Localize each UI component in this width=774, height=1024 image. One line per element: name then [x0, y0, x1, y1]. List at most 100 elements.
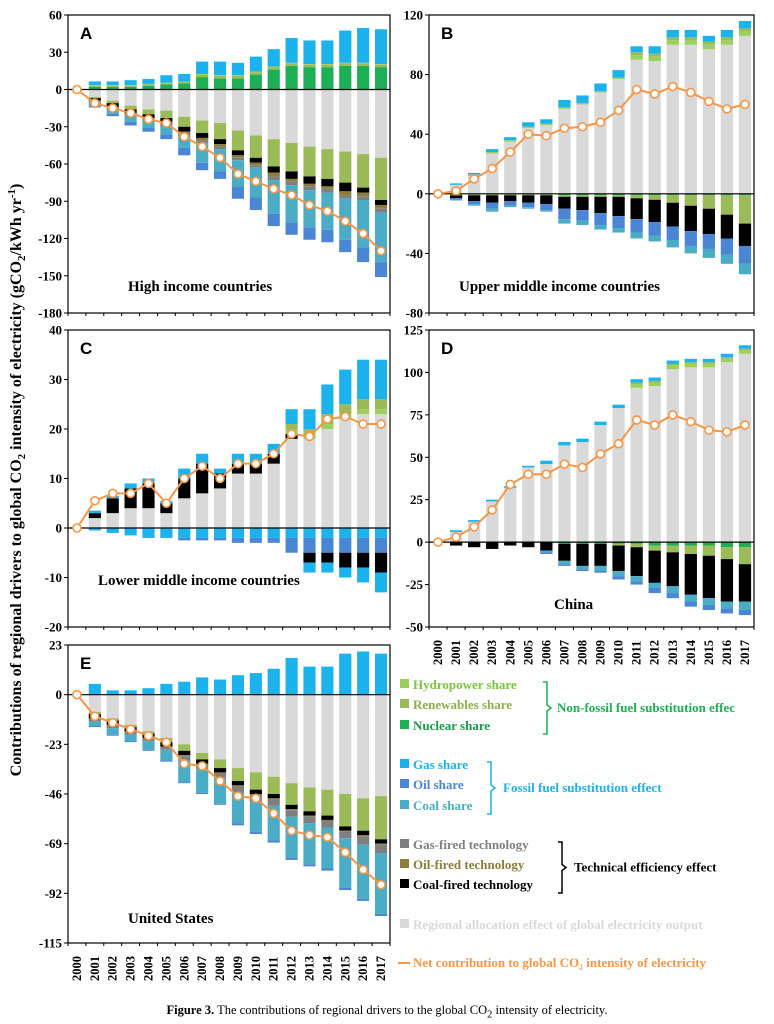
bar-oil_share-2011 [267, 213, 280, 227]
net-point-2017 [376, 246, 386, 256]
bar-hydro-2007 [196, 73, 209, 75]
y-tick-label: 20 [49, 422, 62, 437]
bar-gas_share-2010 [612, 70, 625, 78]
bar-gas_tech-2008 [213, 773, 227, 778]
x-tick-label: 2000 [70, 956, 84, 981]
bar-hydro-2005 [522, 126, 535, 129]
bar-coal_share-2007 [558, 219, 571, 224]
bar-hydro-2006 [178, 81, 191, 83]
bar-alloc_neg-2007 [196, 694, 209, 753]
bar-hydro-2015 [702, 44, 715, 50]
bar-renew_neg-2009 [231, 768, 245, 782]
bar-oil_tech-2017 [374, 204, 388, 209]
net-point-2015 [704, 425, 714, 435]
bar-oil_tech-2013 [303, 183, 316, 187]
bar-coal_share-2006 [540, 210, 553, 212]
bar-alloc_neg-2014 [321, 89, 334, 150]
bar-coal_tech-2010 [249, 463, 262, 474]
bar-gas_tech-2009 [231, 786, 245, 793]
net-point-2013 [667, 81, 678, 92]
x-tick-label: 2004 [142, 955, 156, 981]
bar-oil_share-2007 [558, 208, 571, 220]
bar-gas_share-2002 [468, 172, 481, 175]
net-point-2000 [72, 84, 82, 95]
bar-gas_share-2011 [630, 379, 643, 383]
bar-coal_tech-2003 [486, 195, 499, 203]
bar-gas_share-2001 [449, 530, 463, 532]
bar-coal_tech-2005 [160, 503, 173, 514]
caption-label: Figure 3. [166, 1003, 215, 1017]
bar-coal_tech_n-2017 [374, 552, 388, 573]
bar-renew-2004 [142, 84, 155, 86]
bar-oil_share-2003 [486, 202, 499, 209]
bar-oil_tech-2015 [339, 830, 352, 832]
panel-title: Upper middle income countries [459, 279, 660, 295]
bar-alloc_neg-2009 [231, 694, 245, 769]
bar-hydro-2014 [684, 363, 697, 368]
bar-hydro-2015 [702, 363, 715, 368]
bar-oil_tech-2017 [374, 843, 388, 845]
bar-renew_neg-2016 [357, 154, 370, 188]
bar-gas_share-2010 [249, 56, 262, 72]
bar-hydro-2011 [267, 66, 280, 68]
bar-coal_tech-2010 [249, 789, 262, 794]
bar-alloc-2005 [522, 467, 535, 543]
x-tick-label: 2005 [521, 640, 535, 665]
bar-alloc_neg-2011 [267, 89, 280, 140]
legend-label-coal_tech: Coal-fired technology [413, 877, 533, 892]
net-point-2004 [143, 114, 154, 125]
bar-nuclear_n-2015 [702, 193, 715, 196]
net-point-2006 [179, 758, 190, 769]
legend-swatch-coal_tech [400, 879, 409, 888]
bar-gas_neg-2002 [106, 528, 119, 533]
bar-gas_tech-2016 [357, 836, 370, 845]
bar-renew_neg-2005 [160, 110, 173, 119]
x-tick-label: 2013 [666, 640, 680, 665]
bar-oil_share-2002 [106, 113, 119, 117]
bar-renew-2011 [267, 67, 280, 70]
bar-nuclear_n-2007 [558, 193, 571, 196]
x-tick-label: 2015 [338, 956, 352, 981]
bar-gas_share-2003 [486, 499, 499, 502]
legend-brace [558, 841, 568, 894]
bar-nuclear_n-2012 [648, 193, 661, 196]
bar-renew-2007 [196, 74, 209, 78]
bar-gas_share-2016 [357, 28, 370, 63]
bar-gas_share-2001 [88, 683, 101, 695]
bar-nuclear-2016 [357, 65, 370, 90]
net-point-2012 [649, 89, 660, 99]
bar-hydro-2008 [576, 102, 589, 105]
bar-coal_tech_n-2013 [303, 552, 316, 563]
bar-renew_neg-2011 [630, 195, 643, 199]
bar-hydro-2017 [374, 409, 388, 415]
bar-oil_share-2005 [160, 134, 173, 140]
bar-coal_tech-2007 [196, 463, 209, 494]
bar-gas_share-2006 [540, 460, 553, 465]
caption-end: intensity of electricity. [492, 1003, 608, 1017]
net-point-2017 [740, 99, 750, 110]
bar-oil_share-2006 [178, 147, 191, 156]
bar-alloc-2011 [630, 387, 643, 543]
bar-alloc_neg-2001 [88, 89, 101, 97]
bar-nuclear-2009 [231, 78, 245, 90]
bar-gas_share-2006 [178, 681, 191, 695]
net-point-2016 [722, 427, 732, 437]
y-tick-label: 120 [404, 8, 424, 23]
bar-coal_tech-2003 [486, 542, 499, 549]
x-tick-label: 2001 [449, 640, 463, 665]
y-tick-label: 25 [410, 492, 424, 507]
bar-nuclear_n-2010 [612, 193, 625, 196]
panel-letter: E [80, 654, 91, 673]
bar-gas_share-2005 [522, 465, 535, 468]
bar-coal_share-2004 [504, 205, 517, 208]
bar-renew_neg-2009 [594, 195, 607, 197]
net-point-2004 [143, 730, 154, 741]
bar-hydro-2003 [486, 152, 499, 154]
bar-nuclear-2003 [124, 87, 137, 90]
bar-oil_share-2011 [630, 219, 643, 233]
net-point-2007 [197, 141, 207, 152]
legend-swatch-coal_share [400, 800, 409, 809]
bar-gas_share-2002 [106, 81, 119, 86]
bar-gas_share-2004 [142, 688, 155, 695]
bar-alloc_neg-2013 [303, 89, 316, 147]
